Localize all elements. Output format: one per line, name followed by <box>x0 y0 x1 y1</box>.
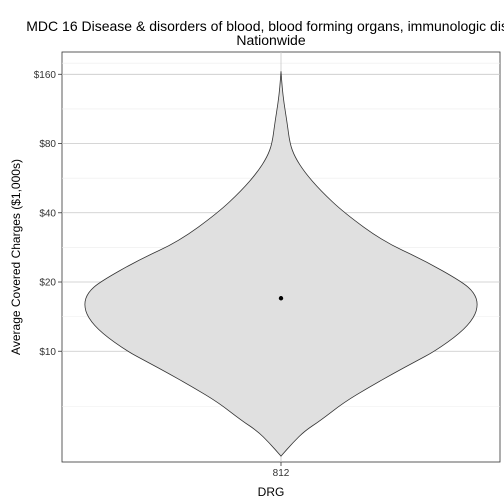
x-axis-ticks: 812 <box>273 462 290 479</box>
violin-layer <box>84 71 478 457</box>
chart-subtitle: Nationwide <box>236 32 305 48</box>
y-axis-title: Average Covered Charges ($1,000s) <box>9 159 23 355</box>
median-point <box>278 296 284 301</box>
y-tick-label: $80 <box>39 139 56 150</box>
violin-812 <box>84 71 478 457</box>
y-axis-ticks: $10 $20 $40 $80 $160 <box>34 70 62 358</box>
x-tick-label: 812 <box>273 468 290 479</box>
y-tick-label: $20 <box>39 278 56 289</box>
chart-title: MDC 16 Disease & disorders of blood, blo… <box>26 18 504 34</box>
x-axis-title: DRG <box>258 485 285 499</box>
y-tick-label: $160 <box>34 70 57 81</box>
y-tick-label: $10 <box>39 347 56 358</box>
y-tick-label: $40 <box>39 208 56 219</box>
